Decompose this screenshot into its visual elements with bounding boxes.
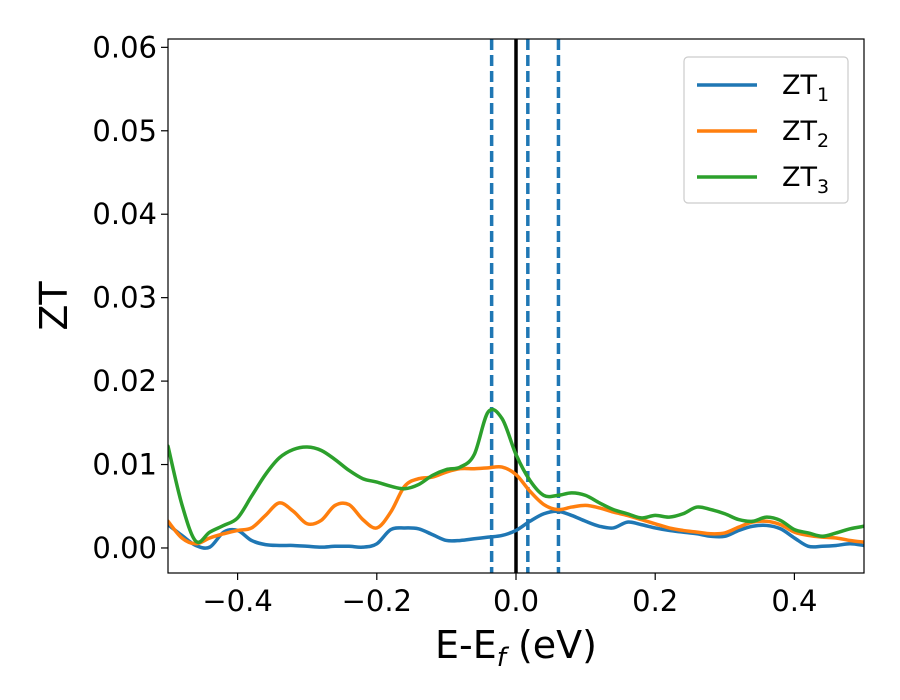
legend-box	[683, 56, 849, 204]
y-tick-label: 0.02	[92, 364, 157, 398]
y-tick-label: 0.04	[92, 197, 157, 231]
y-tick-label: 0.01	[92, 448, 157, 482]
x-axis-label: E-Ef (eV)	[435, 623, 597, 673]
legend-label-zt3: ZT3	[782, 162, 829, 198]
y-tick-label: 0.06	[92, 30, 157, 64]
x-axis-label-unit: (eV)	[506, 623, 597, 667]
x-tick-label: −0.2	[342, 584, 412, 618]
legend-label-zt1: ZT1	[782, 70, 829, 106]
y-tick-label: 0.05	[92, 114, 157, 148]
reference-lines	[489, 39, 561, 573]
x-tick-label: 0.2	[632, 584, 678, 618]
legend-label-subscript: 2	[817, 130, 829, 152]
y-axis-ticks: 0.00 0.01 0.02 0.03 0.04 0.05 0.06	[92, 30, 168, 565]
x-tick-label: 0.4	[771, 584, 817, 618]
plot-area-frame	[167, 38, 865, 574]
legend-label-main: ZT	[782, 70, 817, 101]
x-tick-label: 0.0	[493, 584, 539, 618]
legend-label-subscript: 1	[817, 84, 829, 106]
series-line-zt3	[168, 407, 864, 545]
legend-label-main: ZT	[782, 116, 817, 147]
legend-label-subscript: 3	[817, 176, 829, 198]
series-lines	[168, 407, 864, 550]
y-tick-label: 0.00	[92, 531, 157, 565]
y-tick-label: 0.03	[92, 281, 157, 315]
x-tick-label: −0.4	[202, 584, 272, 618]
series-line-zt1	[168, 509, 864, 550]
x-axis-ticks: −0.4 −0.2 0.0 0.2 0.4	[202, 573, 817, 618]
series-line-zt2	[168, 464, 864, 546]
y-axis-label: ZT	[32, 281, 76, 331]
legend-label-main: ZT	[782, 162, 817, 193]
x-axis-label-main: E-E	[435, 623, 497, 667]
legend-label-zt2: ZT2	[782, 116, 829, 152]
